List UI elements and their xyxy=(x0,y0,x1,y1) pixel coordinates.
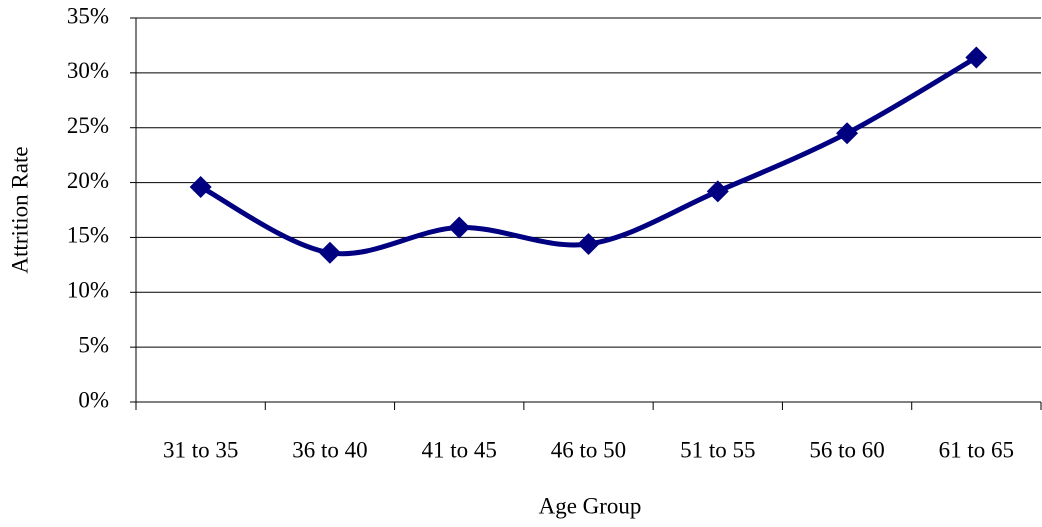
y-tick-label: 0% xyxy=(78,387,109,412)
y-tick-label: 30% xyxy=(67,58,109,83)
marker xyxy=(189,175,212,198)
y-tick-label: 5% xyxy=(78,332,109,357)
y-tick-label: 15% xyxy=(67,223,109,248)
y-tick-label: 35% xyxy=(67,3,109,28)
x-tick-label: 56 to 60 xyxy=(809,437,884,462)
y-axis-title: Attrition Rate xyxy=(7,146,32,273)
x-axis-title: Age Group xyxy=(539,493,642,518)
marker xyxy=(448,216,471,239)
marker xyxy=(318,241,341,264)
x-tick-label: 46 to 50 xyxy=(551,437,626,462)
y-tick-label: 10% xyxy=(67,278,109,303)
marker xyxy=(836,122,859,145)
x-tick-label: 41 to 45 xyxy=(422,437,497,462)
y-tick-label: 25% xyxy=(67,113,109,138)
x-tick-label: 51 to 55 xyxy=(680,437,755,462)
line xyxy=(199,55,978,257)
x-tick-label: 36 to 40 xyxy=(292,437,367,462)
marker xyxy=(965,46,988,69)
x-tick-label: 31 to 35 xyxy=(163,437,238,462)
y-tick-label: 20% xyxy=(67,168,109,193)
x-tick-label: 61 to 65 xyxy=(939,437,1014,462)
marker xyxy=(706,180,729,203)
marker xyxy=(577,233,600,256)
